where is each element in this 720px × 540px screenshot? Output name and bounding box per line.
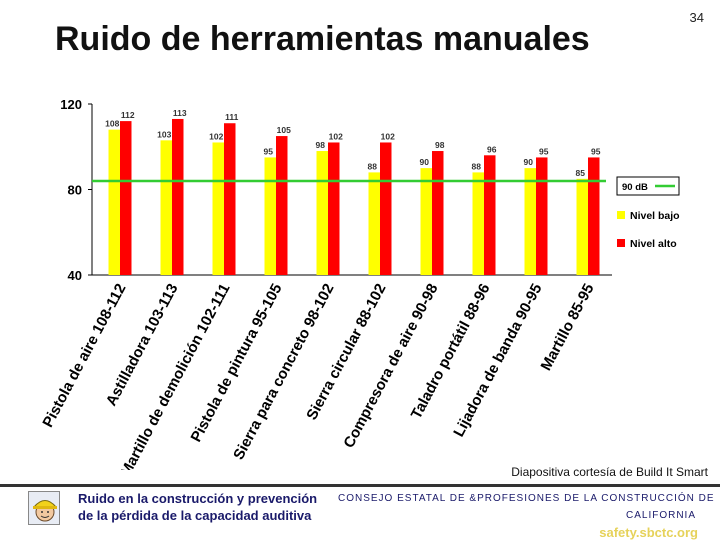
bar-value-label: 88 [472,161,482,171]
bar-value-label: 95 [591,146,601,156]
footer-course-title-line1: Ruido en la construcción y prevención [78,491,318,506]
legend-label: Nivel alto [630,238,677,250]
chart-data-labels: 1081121031131021119510598102881029098889… [105,108,601,178]
chart-legend: 90 dB Nivel bajo Nivel alto [616,176,680,250]
bar-low [160,140,172,275]
bar-high [536,157,548,275]
y-tick-label: 120 [60,97,82,112]
bar-value-label: 108 [105,119,119,129]
footer-organization-line1: CONSEJO ESTATAL DE &PROFESIONES DE LA CO… [338,493,715,504]
category-label: Martillo 85-95 [538,281,598,374]
bar-low [264,157,276,275]
bar-low [420,168,432,275]
bar-value-label: 95 [264,146,274,156]
bar-high [276,136,288,275]
bar-value-label: 96 [487,144,497,154]
bar-low [108,129,120,275]
legend-swatch [617,211,625,219]
bar-high [120,121,132,275]
bar-value-label: 90 [524,157,534,167]
bar-value-label: 85 [576,168,586,178]
category-label: Sierra para concreto 98-102 [230,281,337,463]
bar-low [316,151,328,275]
bar-high [172,118,184,276]
y-tick-label: 40 [68,268,82,283]
bar-high [484,155,496,275]
bar-value-label: 95 [539,146,549,156]
category-label: Lijadora de banda 90-95 [450,281,545,440]
legend-label: Nivel bajo [630,210,680,222]
legend-swatch [617,239,625,247]
footer-course-title-line2: de la pérdida de la capacidad auditiva [78,508,312,523]
footer-organization-line2: CALIFORNIA [625,510,696,521]
category-label: Pistola de pintura 95-105 [188,281,286,445]
bar-high [432,151,444,275]
category-label: Compresora de aire 90-98 [340,281,441,451]
footer-course-title: Ruido en la construcción y prevención de… [78,490,317,524]
bar-high [588,157,600,275]
bar-low [368,172,380,275]
bar-value-label: 90 [420,157,430,167]
bar-value-label: 102 [329,131,343,141]
legend-reference-box [616,176,680,196]
bar-value-label: 102 [209,131,223,141]
y-tick-label: 80 [68,183,82,198]
bar-high [224,123,236,275]
footer-website-link[interactable]: safety.sbctc.org [599,525,698,540]
bar-value-label: 111 [225,112,239,122]
bar-low [212,142,224,275]
hardhat-worker-logo-icon [28,491,60,525]
slide-footer: Ruido en la construcción y prevención de… [0,484,720,540]
chart-bars [108,118,600,276]
bar-high [380,142,392,275]
legend-reference-label: 90 dB [622,182,648,193]
bar-value-label: 102 [381,131,395,141]
bar-high [328,142,340,275]
bar-value-label: 98 [316,140,326,150]
bar-value-label: 113 [173,108,187,118]
bar-low [472,172,484,275]
bar-value-label: 98 [435,140,445,150]
bar-value-label: 88 [368,161,378,171]
slide-credit: Diapositiva cortesía de Build It Smart [511,465,708,479]
bar-value-label: 105 [277,125,291,135]
slide-title: Ruido de herramientas manuales [55,20,590,58]
bar-value-label: 112 [121,110,135,120]
bar-value-label: 103 [157,129,171,139]
bar-low [524,168,536,275]
slide-number: 34 [689,10,704,25]
bar-low [576,178,588,275]
